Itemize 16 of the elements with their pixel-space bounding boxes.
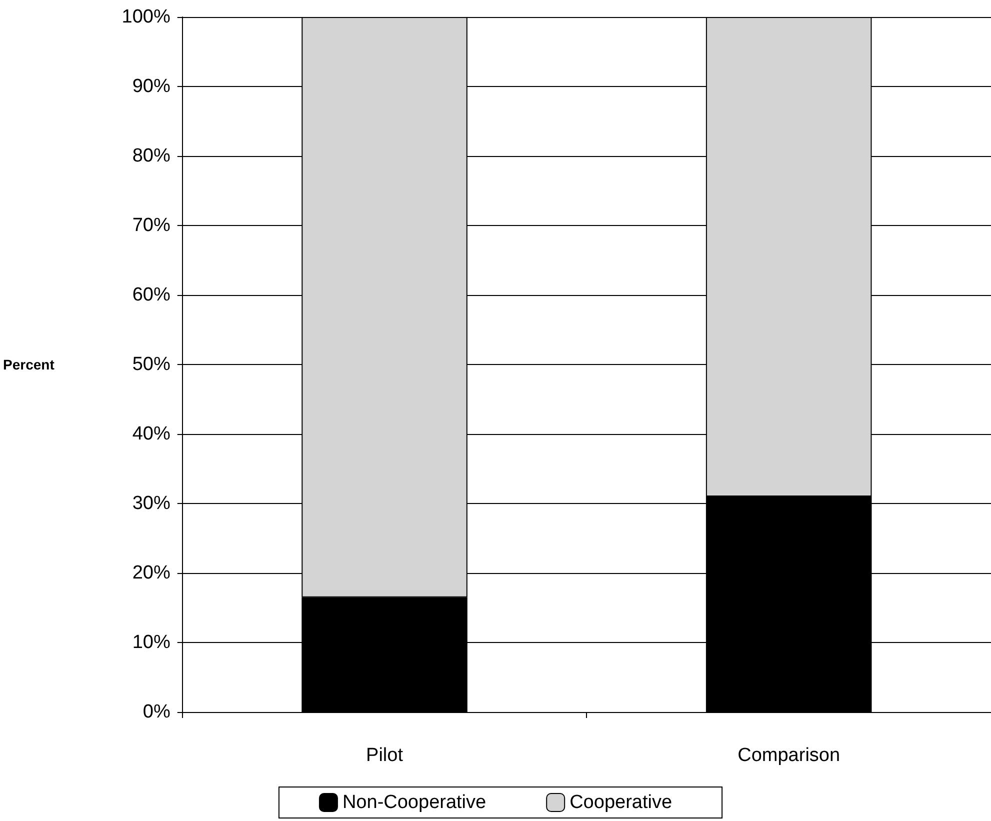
y-tick-label: 70% — [132, 215, 170, 236]
y-tick-label: 30% — [132, 493, 170, 514]
y-tick-label: 90% — [132, 76, 170, 97]
x-tick-label: Pilot — [366, 745, 404, 766]
y-tick-label: 80% — [132, 146, 170, 166]
y-tick-label: 50% — [132, 354, 170, 375]
legend-label: Cooperative — [570, 792, 672, 813]
y-tick-label: 20% — [132, 562, 170, 584]
y-axis-title: Percent — [3, 356, 55, 372]
y-tick-label: 40% — [132, 424, 170, 444]
y-tick-label: 0% — [142, 702, 170, 722]
y-tick-label: 100% — [122, 6, 170, 28]
y-tick-label: 60% — [132, 284, 170, 306]
legend-label: Non-Cooperative — [342, 792, 486, 813]
y-tick-label: 10% — [132, 632, 170, 653]
x-tick-label: Comparison — [738, 745, 840, 766]
